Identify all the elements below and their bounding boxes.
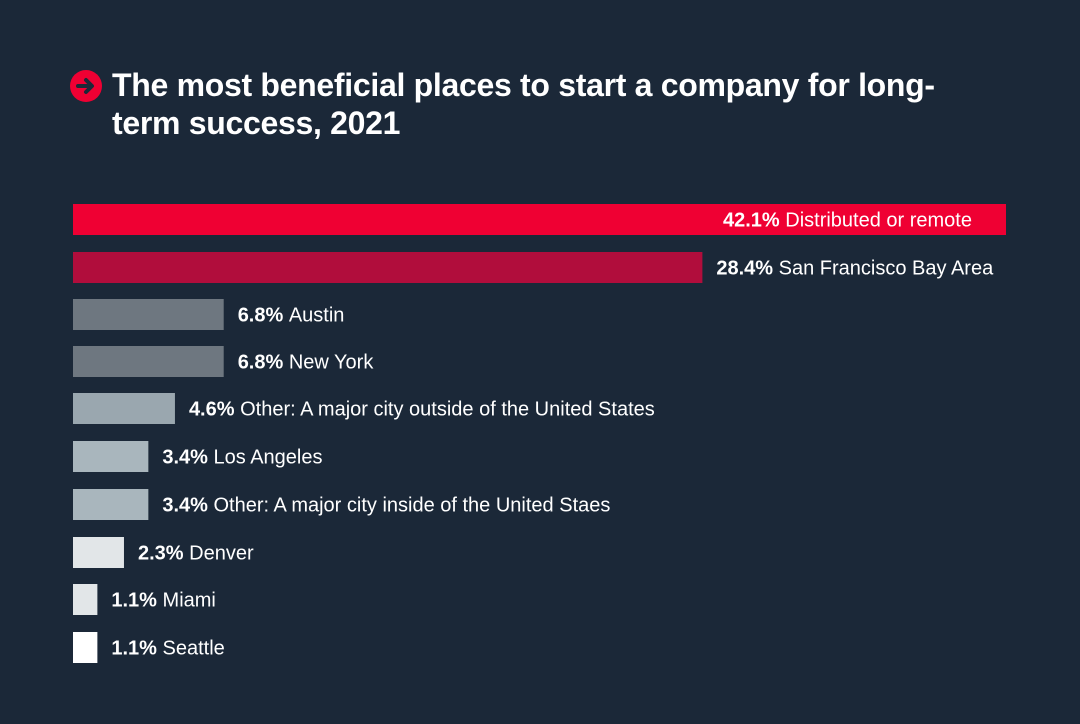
bar-value-label: 3.4% bbox=[162, 495, 213, 517]
bar-label-4: 4.6% Other: A major city outside of the … bbox=[189, 399, 655, 421]
bar-8 bbox=[73, 584, 98, 615]
bar-6 bbox=[73, 489, 149, 520]
bar-3 bbox=[73, 346, 224, 377]
bar-value-label: 3.4% bbox=[162, 447, 213, 469]
bar-category-label: Other: A major city outside of the Unite… bbox=[240, 399, 655, 421]
bar-value-label: 42.1% bbox=[723, 210, 785, 232]
bar-category-label: Austin bbox=[289, 305, 345, 327]
bar-value-label: 6.8% bbox=[238, 305, 289, 327]
title-block: The most beneficial places to start a co… bbox=[70, 66, 970, 142]
bar-value-label: 1.1% bbox=[111, 590, 162, 612]
bar-label-1: 28.4% San Francisco Bay Area bbox=[716, 258, 994, 280]
bar-category-label: Distributed or remote bbox=[785, 210, 972, 232]
bar-value-label: 4.6% bbox=[189, 399, 240, 421]
bar-2 bbox=[73, 299, 224, 330]
bar-category-label: Miami bbox=[163, 590, 216, 612]
bar-0 bbox=[73, 204, 1006, 235]
bar-value-label: 2.3% bbox=[138, 543, 189, 565]
arrow-right-circle-icon bbox=[70, 70, 102, 102]
bar-label-0: 42.1% Distributed or remote bbox=[723, 210, 972, 232]
bar-label-3: 6.8% New York bbox=[238, 352, 375, 374]
bar-value-label: 1.1% bbox=[111, 638, 162, 660]
bar-label-6: 3.4% Other: A major city inside of the U… bbox=[162, 495, 610, 517]
bar-category-label: New York bbox=[289, 352, 374, 374]
bar-category-label: San Francisco Bay Area bbox=[779, 258, 994, 280]
bar-4 bbox=[73, 393, 175, 424]
bar-5 bbox=[73, 441, 149, 472]
bar-7 bbox=[73, 537, 124, 568]
bar-category-label: Los Angeles bbox=[214, 447, 323, 469]
bar-label-8: 1.1% Miami bbox=[111, 590, 216, 612]
bar-category-label: Other: A major city inside of the United… bbox=[214, 495, 611, 517]
bar-label-5: 3.4% Los Angeles bbox=[162, 447, 322, 469]
chart-title: The most beneficial places to start a co… bbox=[112, 67, 935, 141]
bar-label-7: 2.3% Denver bbox=[138, 543, 254, 565]
bar-value-label: 28.4% bbox=[716, 258, 778, 280]
bar-label-9: 1.1% Seattle bbox=[111, 638, 224, 660]
bar-1 bbox=[73, 252, 703, 283]
bar-category-label: Denver bbox=[189, 543, 254, 565]
bar-category-label: Seattle bbox=[163, 638, 225, 660]
bar-value-label: 6.8% bbox=[238, 352, 289, 374]
bar-label-2: 6.8% Austin bbox=[238, 305, 345, 327]
bar-9 bbox=[73, 632, 98, 663]
